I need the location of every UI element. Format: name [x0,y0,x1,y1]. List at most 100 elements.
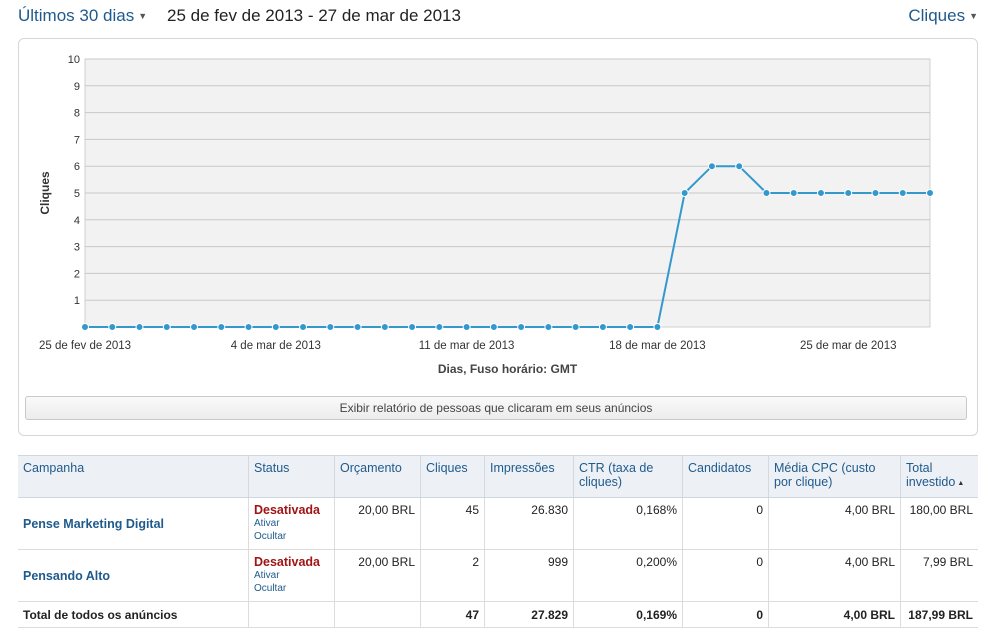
x-tick-label: 18 de mar de 2013 [609,340,706,352]
y-axis-ticks: 1 2 3 4 5 6 7 8 9 10 [68,54,80,307]
data-point [353,323,362,331]
y-tick-label: 9 [74,81,80,93]
table-row: Pense Marketing Digital Desativada Ativa… [18,497,978,550]
metric-label: Cliques [908,6,966,25]
data-point [680,189,689,197]
data-point [135,323,144,331]
x-tick-label: 25 de fev de 2013 [39,340,131,352]
clicks-cell: 45 [420,497,485,550]
data-point [408,323,417,331]
data-point [789,189,798,197]
activate-link[interactable]: Ativar [254,570,280,581]
totals-label: Total de todos os anúncios [18,601,249,628]
data-point [244,323,253,331]
x-axis-label: Dias, Fuso horário: GMT [438,362,578,376]
data-point [653,323,662,331]
period-label: Últimos 30 dias [18,6,135,25]
col-header-avg-cpc[interactable]: Média CPC (custo por clique) [768,455,901,498]
campaign-cell: Pensando Alto [18,549,249,602]
date-range: 25 de fev de 2013 - 27 de mar de 2013 [167,6,461,25]
col-header-candidates[interactable]: Candidatos [682,455,769,498]
activate-link[interactable]: Ativar [254,518,280,529]
y-tick-label: 1 [74,295,80,307]
metric-dropdown[interactable]: Cliques ▼ [908,6,978,26]
x-tick-label: 11 de mar de 2013 [419,340,515,352]
data-point [707,162,716,171]
data-point [489,323,498,331]
hide-link[interactable]: Ocultar [254,583,287,594]
y-tick-label: 3 [74,242,80,254]
impressions-cell: 999 [484,549,574,602]
col-header-clicks[interactable]: Cliques [420,455,485,498]
table-row: Pensando Alto Desativada Ativar Ocultar … [18,549,978,602]
data-point [162,323,171,331]
x-tick-label: 4 de mar de 2013 [231,340,321,352]
chevron-down-icon: ▼ [138,11,148,21]
data-point [435,323,444,331]
data-point [735,162,744,171]
budget-cell: 20,00 BRL [334,497,421,550]
impressions-cell: 26.830 [484,497,574,550]
totals-avg-cpc: 4,00 BRL [768,601,901,628]
col-header-total-label: Total investido [906,461,956,489]
ctr-cell: 0,168% [573,497,683,550]
data-point [326,323,335,331]
y-axis-label: Cliques [38,171,52,215]
data-point [517,323,526,331]
data-point [816,189,825,197]
data-point [380,323,389,331]
hide-link[interactable]: Ocultar [254,531,287,542]
col-header-budget[interactable]: Orçamento [334,455,421,498]
data-point [271,323,280,331]
col-header-ctr[interactable]: CTR (taxa de cliques) [573,455,683,498]
data-point [299,323,308,331]
campaigns-table: Campanha Status Orçamento Cliques Impres… [18,455,978,628]
candidates-cell: 0 [682,549,769,602]
data-point [544,323,553,331]
totals-status-cell [248,601,335,628]
total-spent-cell: 7,99 BRL [900,549,978,602]
totals-budget-cell [334,601,421,628]
data-point [898,189,907,197]
data-point [871,189,880,197]
avg-cpc-cell: 4,00 BRL [768,549,901,602]
report-header: Últimos 30 dias ▼ 25 de fev de 2013 - 27 … [18,6,978,30]
data-point [926,189,934,197]
totals-row: Total de todos os anúncios 47 27.829 0,1… [18,601,978,628]
y-tick-label: 4 [74,215,80,227]
total-spent-cell: 180,00 BRL [900,497,978,550]
totals-total-spent: 187,99 BRL [900,601,978,628]
y-tick-label: 10 [68,54,80,66]
totals-candidates: 0 [682,601,769,628]
y-tick-label: 6 [74,161,80,173]
y-tick-label: 5 [74,188,80,200]
series-line [85,165,930,328]
campaign-link[interactable]: Pensando Alto [23,568,111,583]
data-point [462,323,471,331]
status-badge: Desativada [254,555,321,569]
chart-series [81,162,934,331]
avg-cpc-cell: 4,00 BRL [768,497,901,550]
data-point [190,323,199,331]
data-point [598,323,607,331]
clickers-report-button[interactable]: Exibir relatório de pessoas que clicaram… [25,396,967,420]
data-point [626,323,635,331]
data-point [217,323,226,331]
sort-ascending-icon: ▲ [957,480,965,487]
clicks-line-chart: 1 2 3 4 5 6 7 8 9 10 25 de fev de 2013 4 de mar de… [38,54,934,376]
candidates-cell: 0 [682,497,769,550]
chevron-down-icon: ▼ [969,11,978,21]
data-point [81,323,89,331]
col-header-campaign[interactable]: Campanha [18,455,249,498]
period-dropdown[interactable]: Últimos 30 dias ▼ [18,6,147,26]
col-header-total-spent[interactable]: Total investido ▲ [900,455,978,498]
status-badge: Desativada [254,503,321,517]
data-point [571,323,580,331]
table-header-row: Campanha Status Orçamento Cliques Impres… [18,455,978,498]
x-tick-label: 25 de mar de 2013 [800,340,897,352]
ctr-cell: 0,200% [573,549,683,602]
col-header-impressions[interactable]: Impressões [484,455,574,498]
campaign-link[interactable]: Pense Marketing Digital [23,516,165,531]
totals-ctr: 0,169% [573,601,683,628]
col-header-status[interactable]: Status [248,455,335,498]
